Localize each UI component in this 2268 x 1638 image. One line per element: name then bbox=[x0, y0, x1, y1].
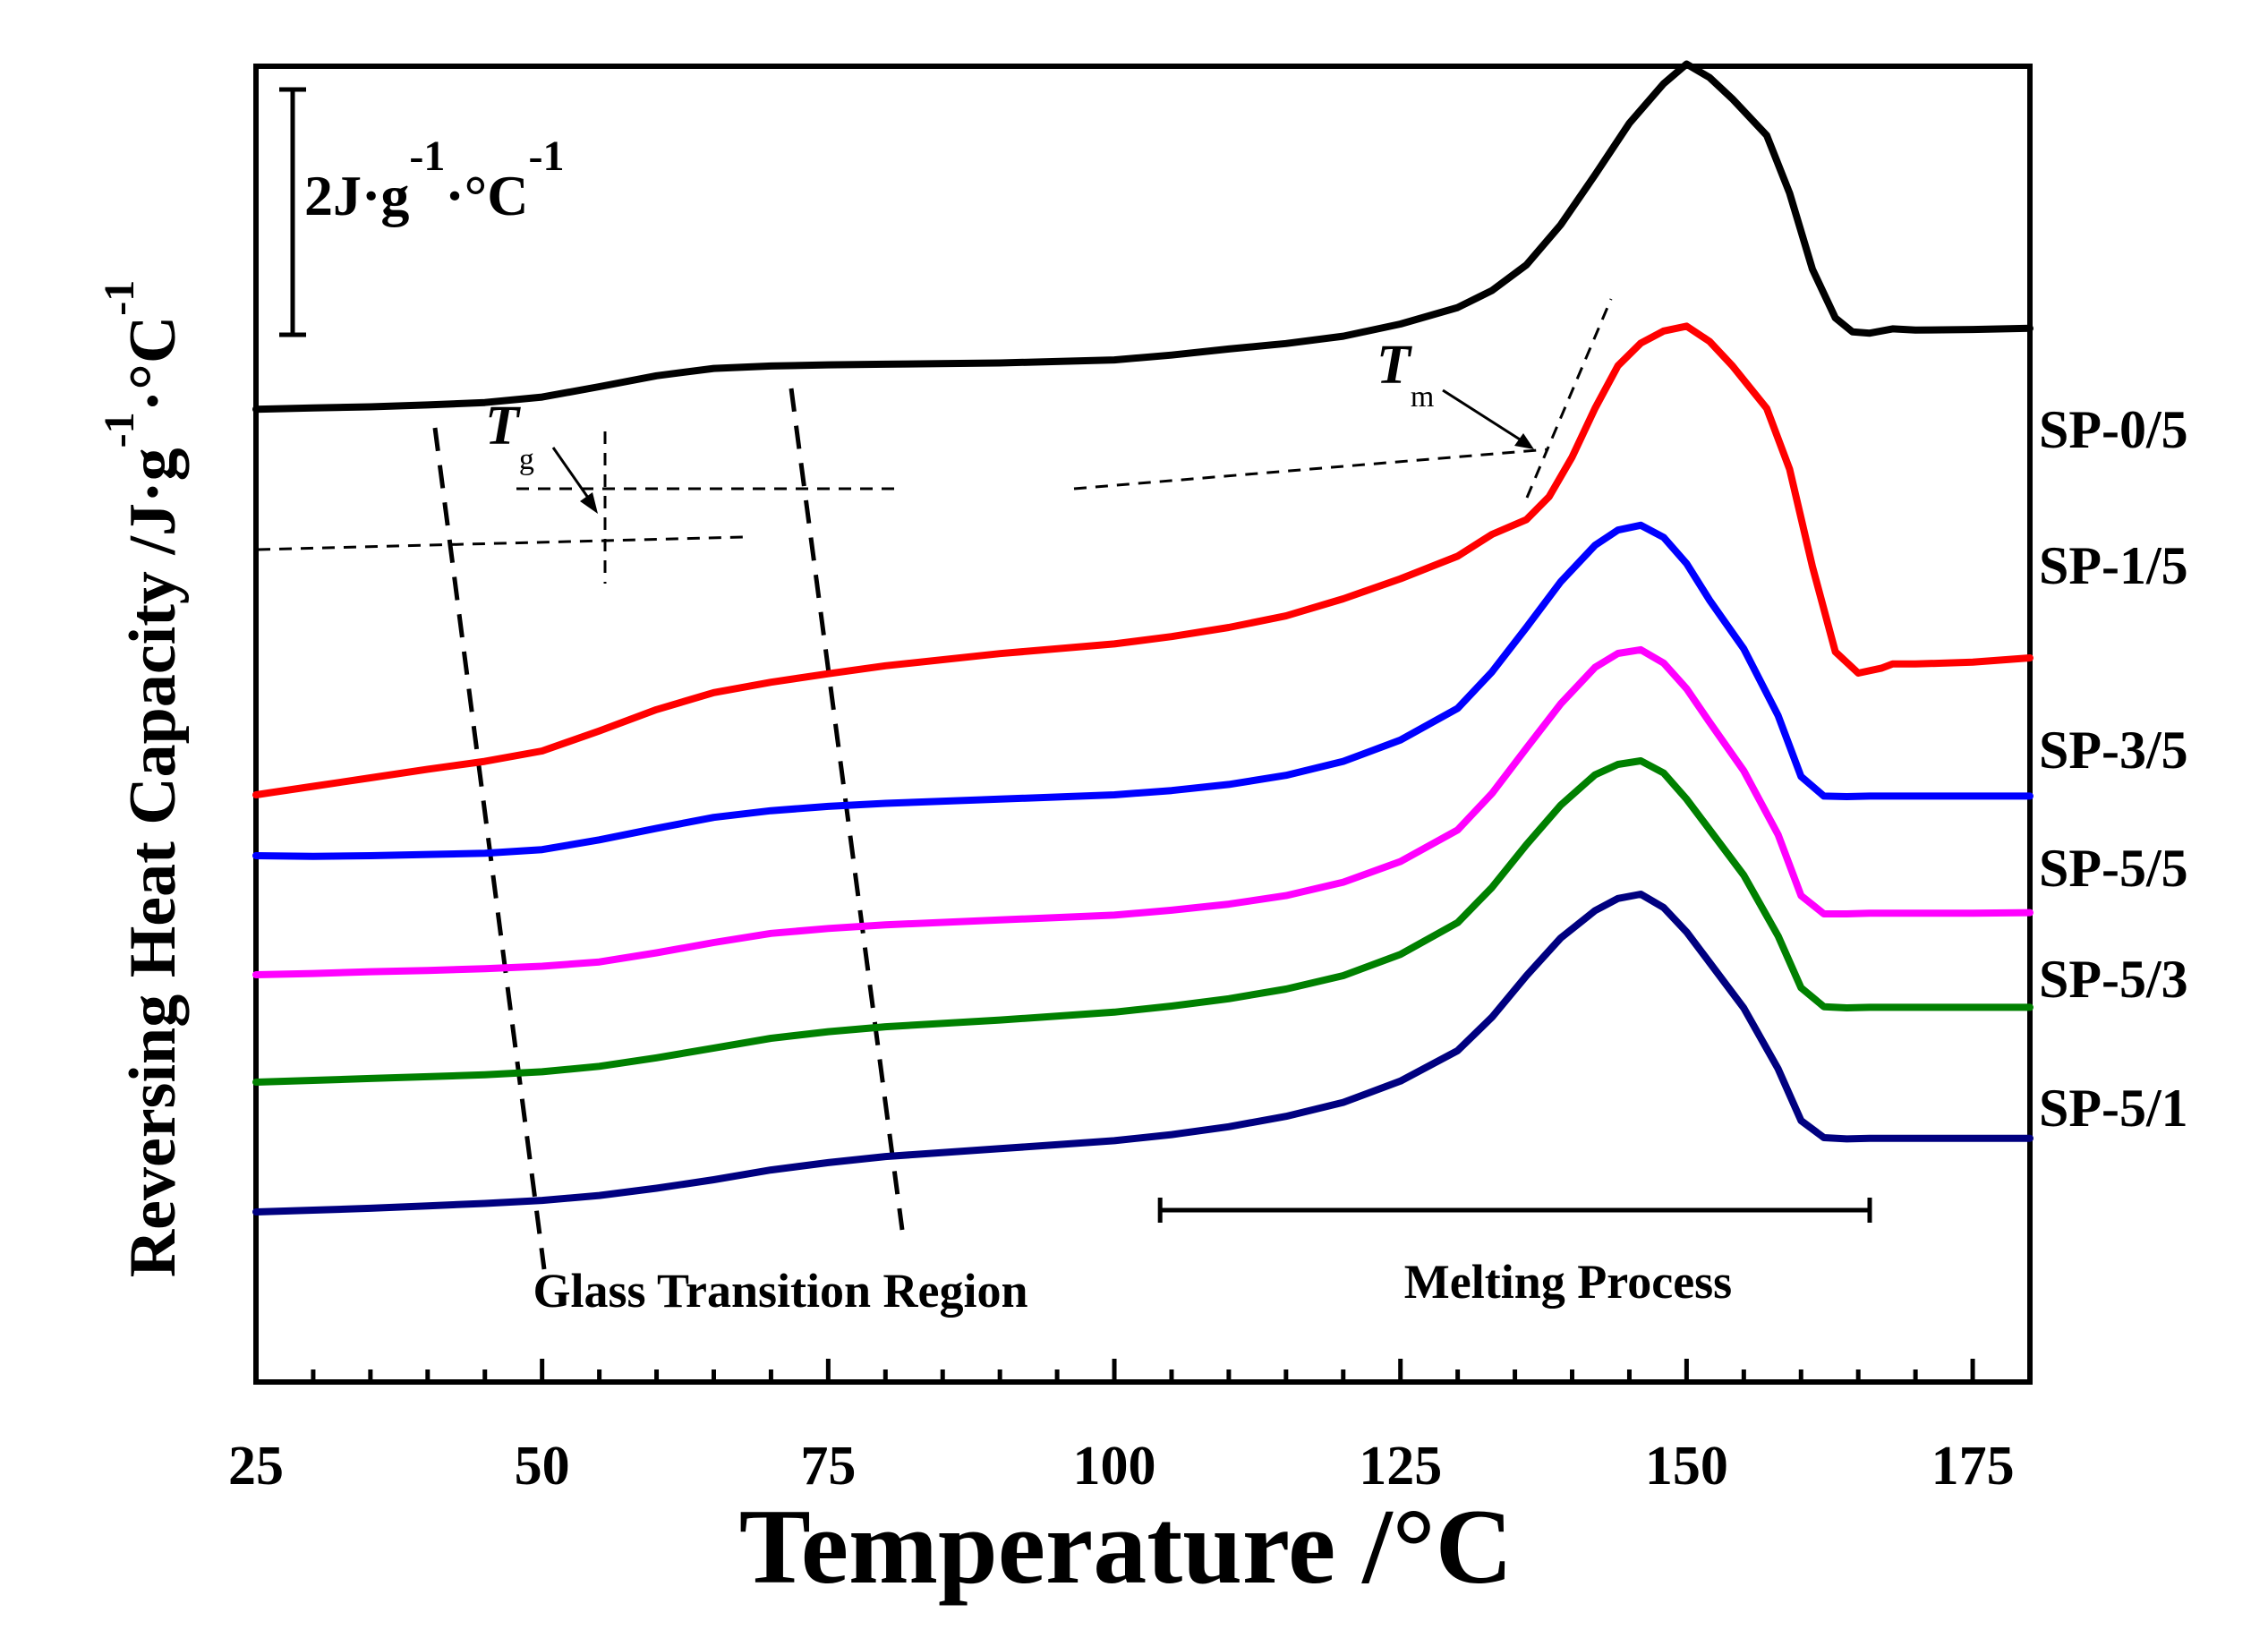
melting-range bbox=[1157, 1198, 1872, 1223]
guide-dash-line bbox=[1525, 298, 1613, 499]
x-tick-label: 175 bbox=[1931, 1436, 2015, 1497]
series-line-sp-5-1 bbox=[252, 891, 2034, 1216]
melting-process-label: Melting Process bbox=[1404, 1255, 1732, 1309]
series-line-sp-0-5 bbox=[252, 60, 2034, 414]
svg-text:Tg: Tg bbox=[485, 396, 534, 476]
x-axis-title: Temperature /°C bbox=[739, 1487, 1513, 1606]
y-axis-title: Reversing Heat Capacity /J·g-1·°C-1 bbox=[96, 280, 190, 1278]
series-label-sp-5-1: SP-5/1 bbox=[2039, 1079, 2188, 1138]
tg-arrowhead bbox=[580, 492, 598, 514]
scale-bar: 2J·g-1·°C-1 bbox=[279, 87, 564, 337]
x-tick-label: 75 bbox=[800, 1436, 856, 1497]
series-label-sp-1-5: SP-1/5 bbox=[2039, 536, 2188, 595]
guide-dash-line bbox=[789, 388, 905, 1231]
series-line-sp-5-5 bbox=[252, 645, 2034, 978]
series-label-sp-5-3: SP-5/3 bbox=[2039, 950, 2188, 1009]
tm-arrow bbox=[1442, 388, 1528, 446]
svg-text:Tm: Tm bbox=[1377, 335, 1434, 414]
x-tick-labels: 25 50 75 100 125 150 175 bbox=[228, 1436, 2015, 1497]
tm-symbol: T bbox=[1377, 335, 1412, 396]
series-lines bbox=[252, 60, 2034, 1216]
series-label-sp-3-5: SP-3/5 bbox=[2039, 721, 2188, 780]
series-line-sp-3-5 bbox=[252, 521, 2034, 860]
x-tick-label: 150 bbox=[1645, 1436, 1728, 1497]
x-tick-label: 100 bbox=[1073, 1436, 1156, 1497]
tg-annotation: Tg bbox=[485, 396, 598, 514]
guide-dashes bbox=[257, 298, 1613, 1270]
guide-dash-line bbox=[432, 427, 547, 1270]
scale-bar-label: 2J·g-1·°C-1 bbox=[304, 132, 564, 227]
series-label-sp-0-5: SP-0/5 bbox=[2039, 400, 2188, 459]
tm-arrowhead bbox=[1514, 433, 1534, 449]
tg-subscript: g bbox=[519, 443, 534, 476]
plot-frame bbox=[253, 64, 2033, 1385]
series-line-sp-1-5 bbox=[252, 322, 2034, 798]
x-tick-label: 125 bbox=[1359, 1436, 1442, 1497]
guide-dash-line bbox=[257, 535, 744, 551]
x-ticks bbox=[253, 1359, 2033, 1382]
series-labels: SP-0/5 SP-1/5 SP-3/5 SP-5/5 SP-5/3 SP-5/1 bbox=[2039, 400, 2188, 1138]
tg-symbol: T bbox=[485, 396, 521, 456]
x-tick-label: 25 bbox=[228, 1436, 284, 1497]
series-line-sp-5-3 bbox=[252, 757, 2034, 1086]
x-tick-label: 50 bbox=[515, 1436, 570, 1497]
series-label-sp-5-5: SP-5/5 bbox=[2039, 839, 2188, 898]
guide-dash-line bbox=[1073, 448, 1549, 491]
tm-annotation: Tm bbox=[1377, 335, 1534, 449]
tm-subscript: m bbox=[1411, 380, 1434, 414]
glass-transition-label: Glass Transition Region bbox=[533, 1264, 1027, 1318]
